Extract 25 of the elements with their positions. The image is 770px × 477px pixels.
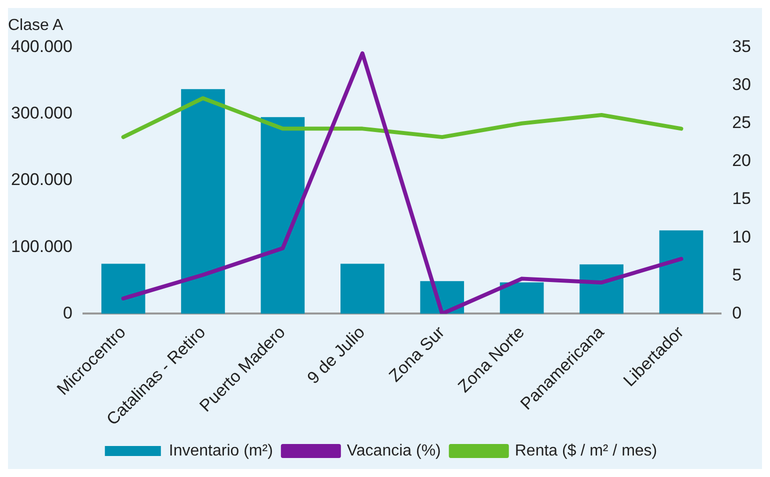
y2-tick-label: 10 — [732, 227, 752, 246]
y2-tick-label: 20 — [732, 151, 752, 170]
y-tick-label: 400.000 — [11, 36, 72, 56]
legend-label: Inventario (m²) — [168, 442, 273, 460]
y2-tick-label: 25 — [732, 113, 752, 132]
legend-label: Vacancia (%) — [346, 442, 441, 460]
y-tick-label: 300.000 — [11, 104, 72, 123]
bar — [500, 282, 544, 314]
y2-tick-label: 35 — [732, 36, 752, 56]
y-tick-label: 100.000 — [11, 236, 72, 256]
y2-tick-label: 30 — [732, 74, 752, 94]
y2-tick-label: 5 — [732, 265, 742, 284]
bar — [181, 89, 225, 314]
bar — [659, 230, 704, 314]
x-tick-label: 9 de Julio — [304, 322, 369, 388]
bar — [101, 264, 146, 314]
y2-tick-label: 0 — [732, 303, 742, 322]
bar — [580, 264, 624, 314]
legend-label: Renta ($ / m² / mes) — [514, 442, 658, 460]
bar — [260, 117, 305, 314]
chart-title: Clase A — [8, 17, 64, 34]
y2-tick-label: 15 — [732, 189, 752, 208]
y-tick-label: 200.000 — [11, 170, 72, 190]
bar — [340, 264, 384, 314]
y-tick-label: 0 — [62, 303, 72, 322]
